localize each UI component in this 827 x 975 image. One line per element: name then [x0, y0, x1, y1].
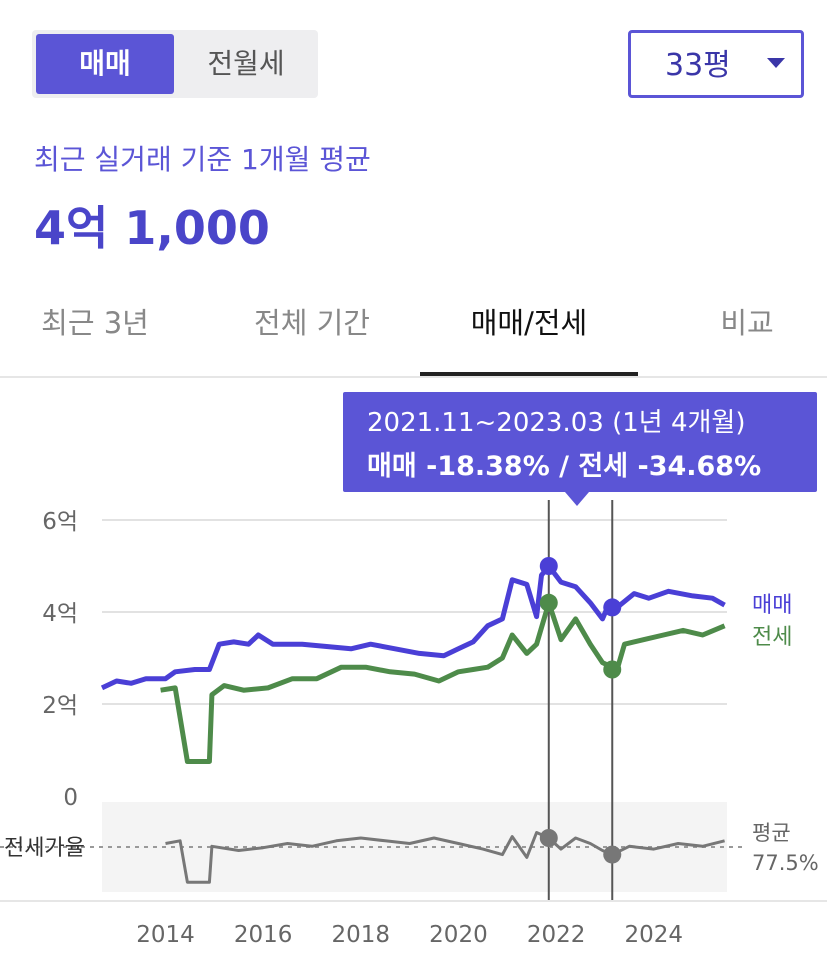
- tab-all-period[interactable]: 전체 기간: [232, 296, 392, 374]
- divider: [0, 900, 827, 902]
- tooltip-change: 매매 -18.38% / 전세 -34.68%: [367, 451, 762, 482]
- summary-label: 최근 실거래 기준 1개월 평균: [34, 143, 371, 176]
- tab-label: 매매/전세: [470, 306, 588, 340]
- x-tick-label: 2018: [332, 922, 391, 948]
- ratio-marker: [603, 845, 622, 864]
- ratio-marker: [539, 829, 558, 847]
- point-marker: [539, 593, 558, 612]
- x-tick-label: 2022: [527, 922, 586, 948]
- ratio-avg-label: 평균: [752, 821, 791, 845]
- series-label: 전세: [752, 625, 792, 650]
- y-tick-label: 6억: [42, 509, 78, 535]
- point-marker: [539, 557, 558, 575]
- tab-label: 전체 기간: [254, 306, 370, 340]
- area-select[interactable]: 33평: [628, 30, 804, 98]
- point-marker: [603, 598, 622, 617]
- trade-type-rent-button[interactable]: 전월세: [207, 47, 285, 80]
- tab-compare[interactable]: 비교: [700, 296, 794, 374]
- summary-value: 4억 1,000: [34, 201, 270, 255]
- area-select-value: 33평: [665, 48, 731, 83]
- tab-label: 비교: [720, 306, 774, 340]
- series-label: 매매: [752, 593, 792, 618]
- point-marker: [603, 660, 622, 679]
- caret-down-icon: [767, 58, 785, 68]
- tooltip-period: 2021.11~2023.03 (1년 4개월): [367, 408, 746, 438]
- x-tick-label: 2014: [136, 922, 195, 948]
- tab-sale-jeonse[interactable]: 매매/전세: [420, 296, 638, 376]
- tooltip-pointer: [565, 492, 589, 506]
- series-line-전세: [160, 600, 726, 764]
- ratio-avg-value: 77.5%: [752, 851, 819, 875]
- y-tick-label: 2억: [42, 693, 78, 719]
- trade-type-toggle: 매매 전월세: [32, 30, 318, 98]
- x-tick-label: 2020: [429, 922, 488, 948]
- active-tab-underline: [420, 372, 638, 376]
- period-tabs: 최근 3년 전체 기간 매매/전세 비교: [0, 296, 827, 378]
- tab-recent-3y[interactable]: 최근 3년: [20, 296, 170, 374]
- x-tick-label: 2024: [624, 922, 683, 948]
- period-tooltip: 2021.11~2023.03 (1년 4개월) 매매 -18.38% / 전세…: [343, 392, 817, 506]
- x-tick-label: 2016: [234, 922, 293, 948]
- ratio-panel-label: 전세가율: [4, 836, 85, 861]
- series-line-매매: [100, 563, 726, 691]
- y-tick-label: 4억: [42, 601, 78, 627]
- tab-label: 최근 3년: [41, 306, 149, 340]
- y-tick-label: 0: [63, 785, 78, 811]
- trade-type-sale-button[interactable]: 매매: [36, 34, 174, 94]
